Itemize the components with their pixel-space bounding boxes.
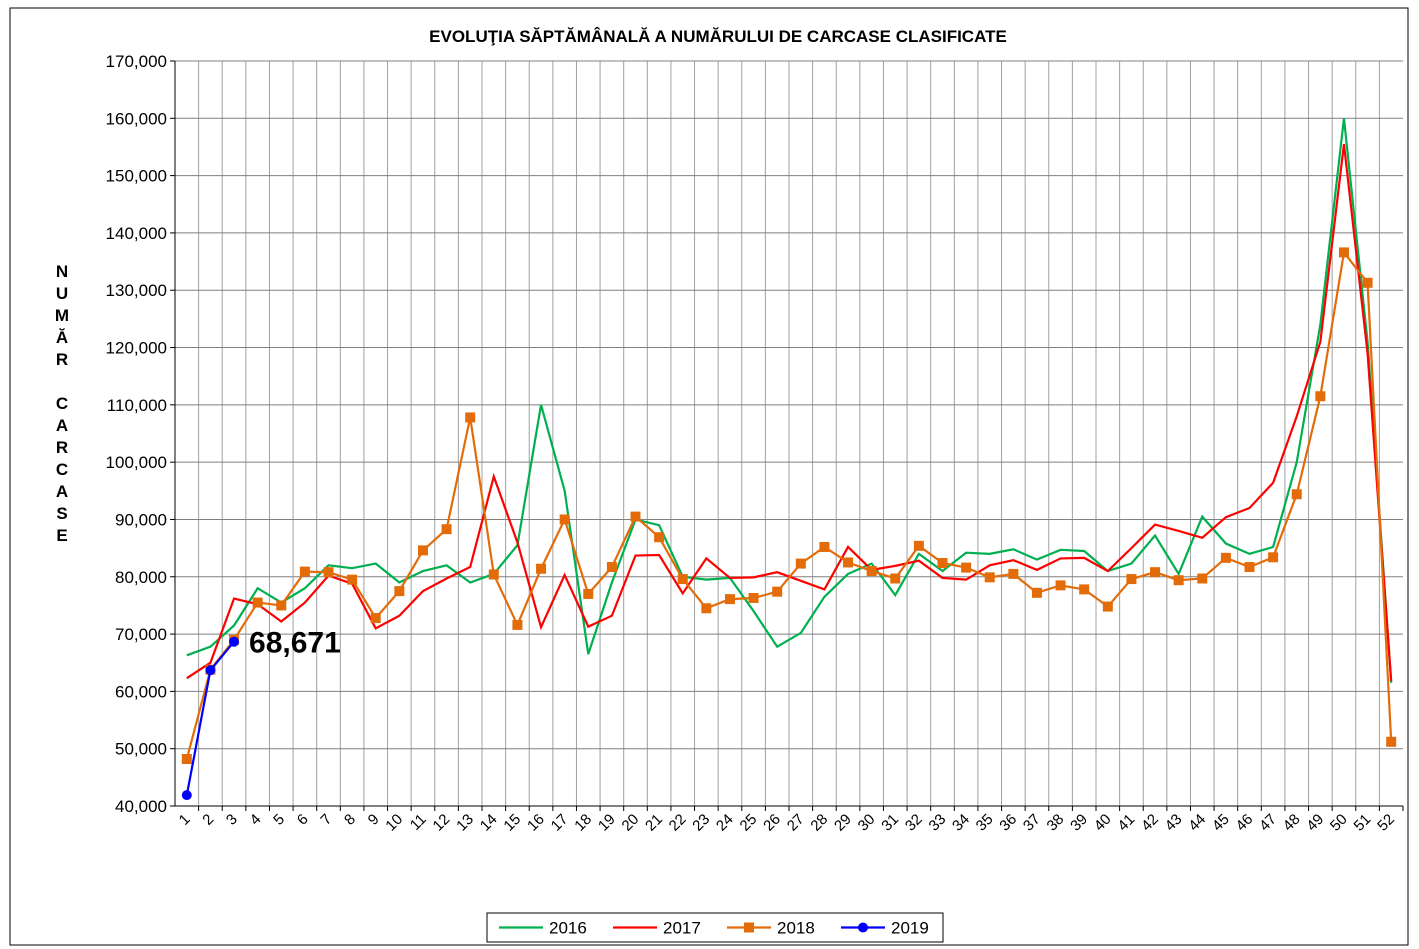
marker [1338,247,1349,258]
legend-label: 2019 [891,919,929,938]
series-line [185,249,1393,760]
y-tick-label: 50,000 [115,740,167,759]
y-tick-label: 100,000 [106,453,167,472]
marker [370,613,381,624]
y-tick-label: 70,000 [115,625,167,644]
legend-label: 2016 [549,919,587,938]
y-tick-label: 160,000 [106,109,167,128]
chart-title: EVOLUŢIA SĂPTĂMÂNALĂ A NUMĂRULUI DE CARC… [429,27,1007,46]
marker [1268,552,1279,563]
marker [961,562,972,573]
y-tick-label: 40,000 [115,797,167,816]
marker [559,514,570,525]
marker [347,574,358,585]
marker [1008,568,1019,579]
marker [701,603,712,614]
marker [1102,601,1113,612]
marker [323,567,334,578]
marker [417,545,428,556]
marker [630,511,641,522]
marker [1220,552,1231,563]
marker [536,563,547,574]
y-tick-label: 130,000 [106,281,167,300]
marker [677,574,688,585]
marker [866,566,877,577]
marker [1315,391,1326,402]
legend-label: 2018 [777,919,815,938]
marker [299,566,310,577]
marker [1055,580,1066,591]
marker [441,524,452,535]
marker [252,597,263,608]
y-tick-label: 60,000 [115,682,167,701]
marker [748,592,759,603]
marker [1386,736,1397,747]
marker [772,586,783,597]
series-line [186,118,1393,683]
y-tick-label: 150,000 [106,167,167,186]
marker [1244,562,1255,573]
marker [205,665,216,676]
marker [913,540,924,551]
y-tick-label: 120,000 [106,339,167,358]
marker [795,558,806,569]
marker [724,594,735,605]
y-tick-label: 170,000 [106,52,167,71]
marker [229,636,240,647]
marker [583,588,594,599]
marker [1173,575,1184,586]
marker [843,557,854,568]
marker [512,619,523,630]
y-tick-label: 140,000 [106,224,167,243]
data-label: 68,671 [249,627,341,660]
marker [1126,574,1137,585]
marker [488,569,499,580]
marker [1031,587,1042,598]
marker [181,754,192,765]
y-tick-label: 110,000 [107,396,167,415]
marker [1150,567,1161,578]
y-tick-label: 90,000 [115,510,167,529]
marker [181,790,192,801]
legend-marker [744,922,754,933]
marker [465,412,476,423]
marker [984,572,995,583]
marker [276,600,287,611]
marker [890,573,901,584]
marker [1291,489,1302,500]
marker [1079,584,1090,595]
marker [654,532,665,543]
marker [1197,573,1208,584]
marker [394,586,405,597]
marker [819,541,830,552]
legend-label: 2017 [663,919,701,938]
y-axis-label: NUMĂR CARCASE [53,262,72,548]
legend-marker [858,922,868,933]
y-tick-label: 80,000 [115,568,167,587]
marker [937,558,948,569]
marker [1362,277,1373,288]
marker [606,562,617,573]
